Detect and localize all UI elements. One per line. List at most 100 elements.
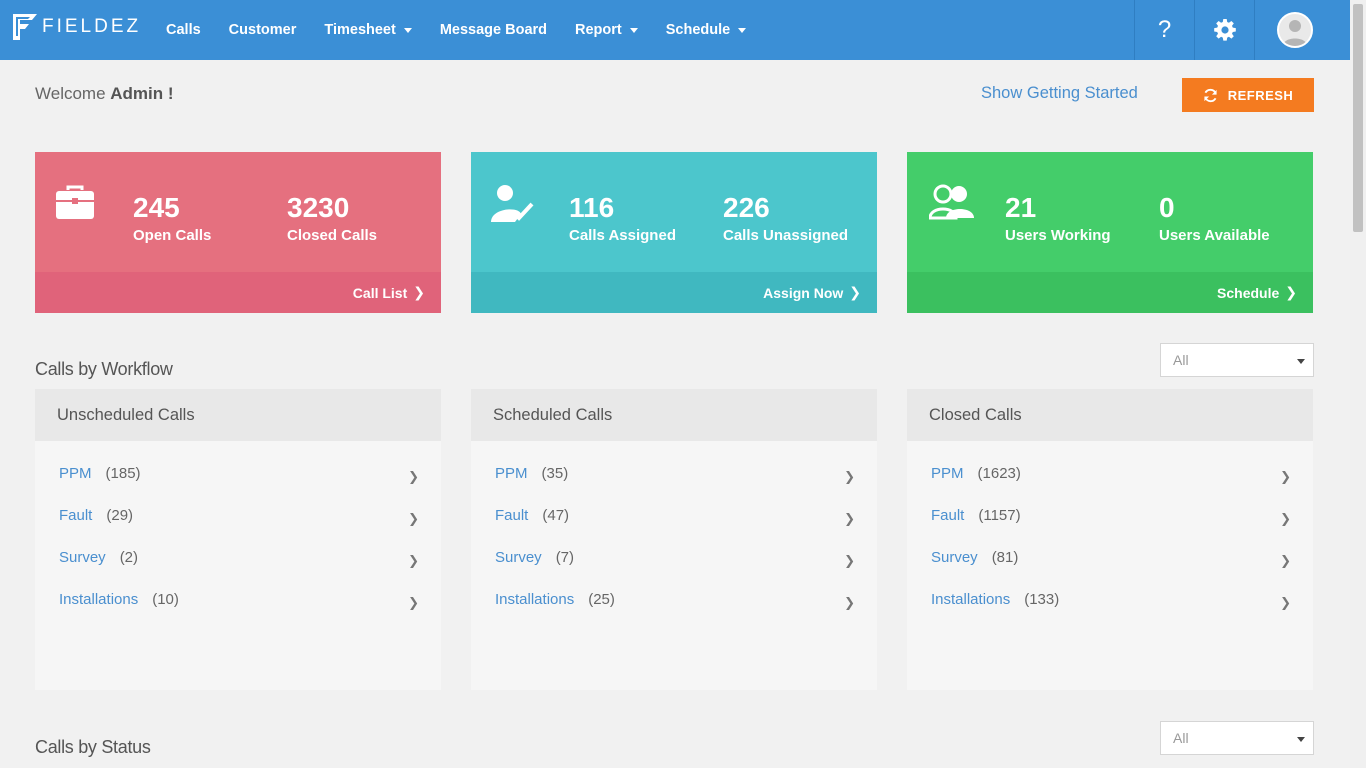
list-item[interactable]: PPM (35) ❯ bbox=[495, 465, 855, 485]
chevron-right-icon: ❯ bbox=[844, 469, 855, 484]
avatar bbox=[1276, 12, 1313, 48]
chevron-right-icon: ❯ bbox=[1280, 511, 1291, 526]
users-available-value: 0 bbox=[1159, 192, 1175, 223]
users-available-label: Users Available bbox=[1159, 227, 1270, 244]
row-count: (47) bbox=[542, 507, 570, 524]
assign-now-link[interactable]: Assign Now ❯ bbox=[471, 272, 877, 313]
show-getting-started-link[interactable]: Show Getting Started bbox=[981, 84, 1138, 102]
gear-icon bbox=[1213, 19, 1236, 41]
refresh-icon bbox=[1204, 88, 1217, 102]
nav-item-timesheet[interactable]: Timesheet bbox=[310, 0, 425, 60]
card-footer-label: Schedule bbox=[1217, 284, 1280, 301]
closed-calls-value: 3230 bbox=[287, 192, 350, 223]
chevron-right-icon: ❯ bbox=[408, 511, 419, 526]
chevron-right-icon: ❯ bbox=[1285, 284, 1297, 300]
list-item[interactable]: Installations (25) ❯ bbox=[495, 591, 855, 611]
help-button[interactable]: ? bbox=[1134, 0, 1194, 60]
chevron-right-icon: ❯ bbox=[1280, 553, 1291, 568]
unscheduled-calls-panel: Unscheduled Calls PPM (185) ❯ Fault (29) ❯ S… bbox=[35, 389, 441, 690]
row-count: (1157) bbox=[978, 507, 1021, 524]
nav-label: Timesheet bbox=[324, 22, 396, 38]
row-name: Survey bbox=[59, 549, 106, 566]
list-item[interactable]: Survey (2) ❯ bbox=[59, 549, 419, 569]
status-filter-select[interactable]: All bbox=[1160, 721, 1314, 755]
closed-calls-label: Closed Calls bbox=[287, 227, 378, 244]
call-list-link[interactable]: Call List ❯ bbox=[35, 272, 441, 313]
nav-item-report[interactable]: Report bbox=[561, 0, 652, 60]
list-item[interactable]: Survey (7) ❯ bbox=[495, 549, 855, 569]
row-count: (7) bbox=[555, 549, 575, 566]
card-footer-label: Assign Now bbox=[763, 284, 844, 301]
nav-label: Calls bbox=[166, 22, 201, 38]
fieldez-logo-icon bbox=[13, 14, 37, 40]
row-count: (25) bbox=[588, 591, 615, 608]
row-count: (133) bbox=[1024, 591, 1060, 608]
list-item[interactable]: Fault (47) ❯ bbox=[495, 507, 855, 527]
panel-title: Unscheduled Calls bbox=[35, 389, 441, 441]
open-calls-value: 245 bbox=[133, 192, 180, 223]
scrollbar-thumb[interactable] bbox=[1353, 4, 1363, 232]
list-item[interactable]: Survey (81) ❯ bbox=[931, 549, 1291, 569]
page-scrollbar[interactable] bbox=[1350, 0, 1366, 768]
row-name: PPM bbox=[495, 465, 528, 482]
list-item[interactable]: Installations (133) ❯ bbox=[931, 591, 1291, 611]
row-name: PPM bbox=[931, 465, 964, 482]
chevron-right-icon: ❯ bbox=[1280, 595, 1291, 610]
workflow-section-title: Calls by Workflow bbox=[35, 359, 173, 379]
caret-down-icon bbox=[1297, 359, 1305, 364]
users-working-label: Users Working bbox=[1005, 227, 1111, 244]
row-count: (10) bbox=[152, 591, 179, 608]
top-right-actions: ? bbox=[1134, 0, 1334, 60]
chevron-right-icon: ❯ bbox=[844, 595, 855, 610]
refresh-button[interactable]: REFRESH bbox=[1182, 78, 1314, 112]
row-count: (35) bbox=[541, 465, 569, 482]
open-calls-label: Open Calls bbox=[133, 227, 212, 244]
row-name: Installations bbox=[931, 591, 1011, 608]
list-item[interactable]: Installations (10) ❯ bbox=[59, 591, 419, 611]
workflow-filter-select[interactable]: All bbox=[1160, 343, 1314, 377]
list-item[interactable]: Fault (1157) ❯ bbox=[931, 507, 1291, 527]
row-name: PPM bbox=[59, 465, 92, 482]
nav-item-calls[interactable]: Calls bbox=[152, 0, 215, 60]
list-item[interactable]: PPM (1623) ❯ bbox=[931, 465, 1291, 485]
row-name: Installations bbox=[495, 591, 575, 608]
calls-unassigned-value: 226 bbox=[723, 192, 770, 223]
card-footer-label: Call List bbox=[352, 284, 408, 301]
nav-label: Message Board bbox=[439, 22, 548, 38]
chevron-right-icon: ❯ bbox=[408, 595, 419, 610]
nav-label: Customer bbox=[228, 22, 297, 38]
open-closed-calls-card: 245 Open Calls 3230 Closed Calls Call Li… bbox=[35, 152, 441, 313]
status-section-title: Calls by Status bbox=[35, 737, 151, 757]
brand-logo[interactable]: FIELDEZ bbox=[12, 12, 141, 42]
row-count: (81) bbox=[991, 549, 1019, 566]
calls-unassigned-label: Calls Unassigned bbox=[723, 227, 849, 244]
list-item[interactable]: PPM (185) ❯ bbox=[59, 465, 419, 485]
welcome-prefix: Welcome bbox=[35, 84, 111, 103]
row-count: (185) bbox=[105, 465, 141, 482]
caret-down-icon bbox=[1297, 737, 1305, 742]
user-menu-button[interactable] bbox=[1254, 0, 1334, 60]
calls-assigned-value: 116 bbox=[569, 192, 615, 223]
welcome-message: Welcome Admin ! bbox=[35, 84, 174, 104]
nav-item-customer[interactable]: Customer bbox=[215, 0, 311, 60]
row-count: (1623) bbox=[977, 465, 1021, 482]
schedule-link[interactable]: Schedule ❯ bbox=[907, 272, 1313, 313]
list-item[interactable]: Fault (29) ❯ bbox=[59, 507, 419, 527]
row-name: Survey bbox=[495, 549, 542, 566]
row-count: (29) bbox=[106, 507, 134, 524]
welcome-user: Admin ! bbox=[110, 84, 174, 103]
chevron-right-icon: ❯ bbox=[413, 284, 425, 300]
users-card: 21 Users Working 0 Users Available Sched… bbox=[907, 152, 1313, 313]
settings-button[interactable] bbox=[1194, 0, 1254, 60]
brand-name: FIELDEZ bbox=[42, 16, 142, 37]
chevron-right-icon: ❯ bbox=[844, 511, 855, 526]
row-name: Fault bbox=[59, 507, 93, 524]
user-check-icon bbox=[491, 185, 534, 222]
main-nav: Calls Customer Timesheet Message Board R… bbox=[152, 0, 760, 60]
chevron-right-icon: ❯ bbox=[1280, 469, 1291, 484]
nav-item-schedule[interactable]: Schedule bbox=[652, 0, 760, 60]
row-name: Fault bbox=[495, 507, 529, 524]
assigned-calls-card: 116 Calls Assigned 226 Calls Unassigned … bbox=[471, 152, 877, 313]
nav-item-message-board[interactable]: Message Board bbox=[426, 0, 561, 60]
user-silhouette-icon bbox=[1282, 20, 1307, 46]
